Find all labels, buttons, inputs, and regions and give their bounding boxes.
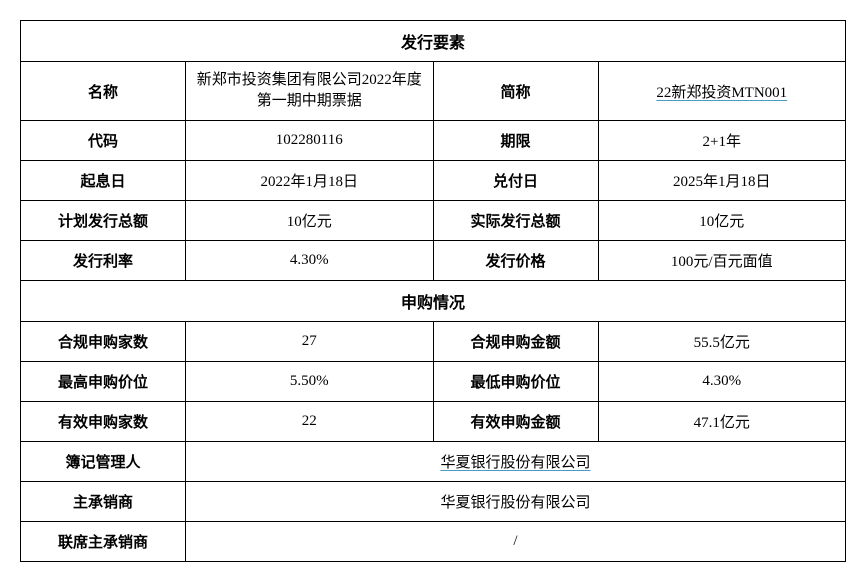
max-bid-label: 最高申购价位 <box>21 362 186 402</box>
effective-amount-value: 47.1亿元 <box>598 402 846 442</box>
redemption-value: 2025年1月18日 <box>598 161 846 201</box>
effective-amount-label: 有效申购金额 <box>433 402 598 442</box>
issue-price-label: 发行价格 <box>433 241 598 281</box>
table-row: 有效申购家数 22 有效申购金额 47.1亿元 <box>21 402 846 442</box>
lead-underwriter-label: 主承销商 <box>21 482 186 522</box>
term-label: 期限 <box>433 121 598 161</box>
code-value: 102280116 <box>186 121 434 161</box>
effective-bidders-label: 有效申购家数 <box>21 402 186 442</box>
issuance-table: 发行要素 名称 新郑市投资集团有限公司2022年度第一期中期票据 简称 22新郑… <box>20 20 846 562</box>
table-row: 联席主承销商 / <box>21 522 846 562</box>
name-value: 新郑市投资集团有限公司2022年度第一期中期票据 <box>186 62 434 121</box>
table-row: 代码 102280116 期限 2+1年 <box>21 121 846 161</box>
lead-underwriter-value: 华夏银行股份有限公司 <box>186 482 846 522</box>
shortname-value: 22新郑投资MTN001 <box>598 62 846 121</box>
max-bid-value: 5.50% <box>186 362 434 402</box>
joint-underwriter-label: 联席主承销商 <box>21 522 186 562</box>
shortname-label: 简称 <box>433 62 598 121</box>
min-bid-value: 4.30% <box>598 362 846 402</box>
section1-title: 发行要素 <box>21 21 846 62</box>
table-row: 最高申购价位 5.50% 最低申购价位 4.30% <box>21 362 846 402</box>
table-row: 主承销商 华夏银行股份有限公司 <box>21 482 846 522</box>
actual-total-value: 10亿元 <box>598 201 846 241</box>
table-row: 计划发行总额 10亿元 实际发行总额 10亿元 <box>21 201 846 241</box>
valid-amount-label: 合规申购金额 <box>433 322 598 362</box>
interest-start-label: 起息日 <box>21 161 186 201</box>
valid-bidders-label: 合规申购家数 <box>21 322 186 362</box>
issue-rate-label: 发行利率 <box>21 241 186 281</box>
section2-title: 申购情况 <box>21 281 846 322</box>
min-bid-label: 最低申购价位 <box>433 362 598 402</box>
redemption-label: 兑付日 <box>433 161 598 201</box>
issue-rate-value: 4.30% <box>186 241 434 281</box>
book-manager-value: 华夏银行股份有限公司 <box>186 442 846 482</box>
table-row: 簿记管理人 华夏银行股份有限公司 <box>21 442 846 482</box>
name-label: 名称 <box>21 62 186 121</box>
issue-price-value: 100元/百元面值 <box>598 241 846 281</box>
section-header-row: 发行要素 <box>21 21 846 62</box>
table-row: 合规申购家数 27 合规申购金额 55.5亿元 <box>21 322 846 362</box>
book-manager-label: 簿记管理人 <box>21 442 186 482</box>
table-row: 发行利率 4.30% 发行价格 100元/百元面值 <box>21 241 846 281</box>
planned-total-label: 计划发行总额 <box>21 201 186 241</box>
code-label: 代码 <box>21 121 186 161</box>
interest-start-value: 2022年1月18日 <box>186 161 434 201</box>
section-header-row: 申购情况 <box>21 281 846 322</box>
term-value: 2+1年 <box>598 121 846 161</box>
joint-underwriter-value: / <box>186 522 846 562</box>
effective-bidders-value: 22 <box>186 402 434 442</box>
valid-amount-value: 55.5亿元 <box>598 322 846 362</box>
actual-total-label: 实际发行总额 <box>433 201 598 241</box>
planned-total-value: 10亿元 <box>186 201 434 241</box>
valid-bidders-value: 27 <box>186 322 434 362</box>
table-row: 起息日 2022年1月18日 兑付日 2025年1月18日 <box>21 161 846 201</box>
table-row: 名称 新郑市投资集团有限公司2022年度第一期中期票据 简称 22新郑投资MTN… <box>21 62 846 121</box>
